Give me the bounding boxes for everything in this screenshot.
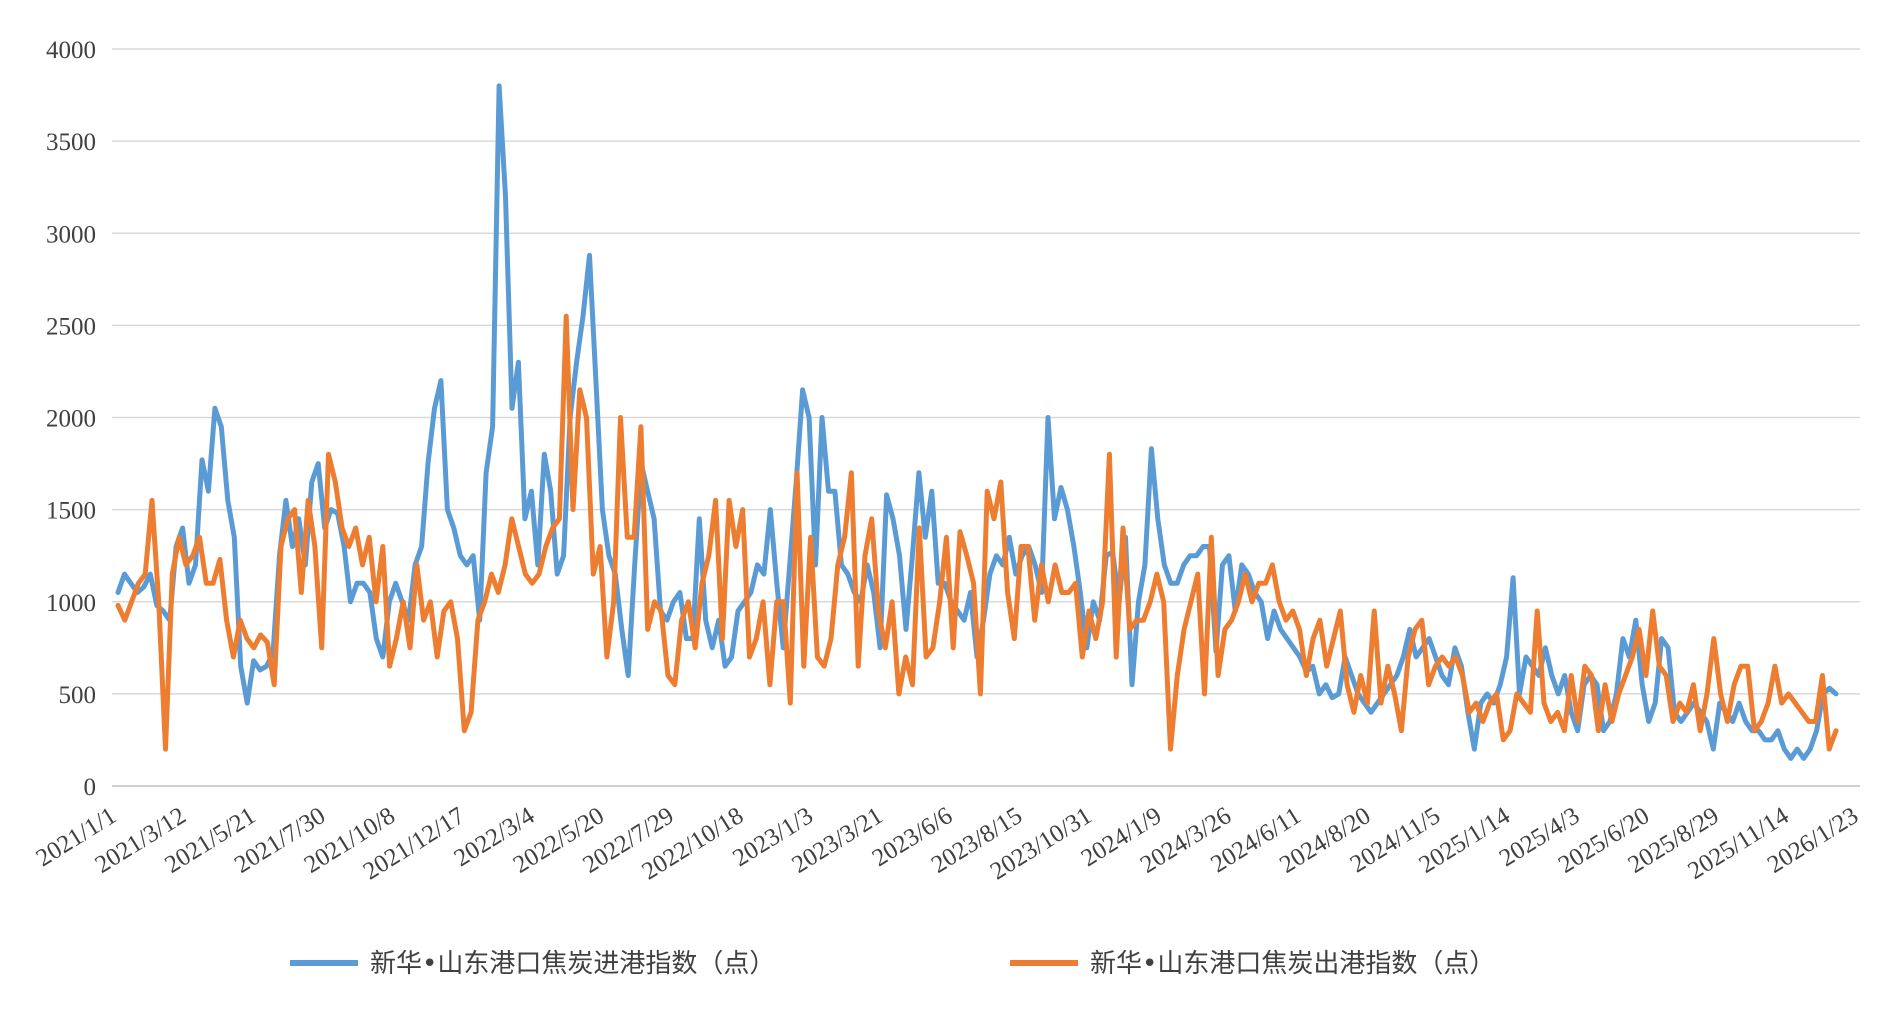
y-tick-label: 3000 (46, 221, 96, 248)
y-tick-label: 0 (84, 774, 97, 801)
y-tick-label: 500 (59, 682, 97, 709)
y-tick-label: 2000 (46, 406, 96, 433)
y-axis-tick-labels: 0 500 1000 1500 2000 2500 3000 3500 4000 (46, 37, 96, 801)
gridlines (112, 48, 1860, 787)
series-lines (115, 83, 1839, 761)
y-tick-label: 1000 (46, 590, 96, 617)
legend-label-outbound: 新华•山东港口焦炭出港指数（点） (1090, 949, 1495, 979)
y-tick-label: 3500 (46, 129, 96, 156)
legend-label-inbound: 新华•山东港口焦炭进港指数（点） (370, 949, 775, 979)
series-line-outbound (115, 313, 1839, 752)
y-tick-label: 1500 (46, 498, 96, 525)
x-axis-tick-labels: 2021/1/12021/3/122021/5/212021/7/302021/… (31, 802, 1863, 886)
y-tick-label: 2500 (46, 313, 96, 340)
y-tick-label: 4000 (46, 37, 96, 64)
legend: 新华•山东港口焦炭进港指数（点） 新华•山东港口焦炭出港指数（点） (290, 949, 1495, 979)
